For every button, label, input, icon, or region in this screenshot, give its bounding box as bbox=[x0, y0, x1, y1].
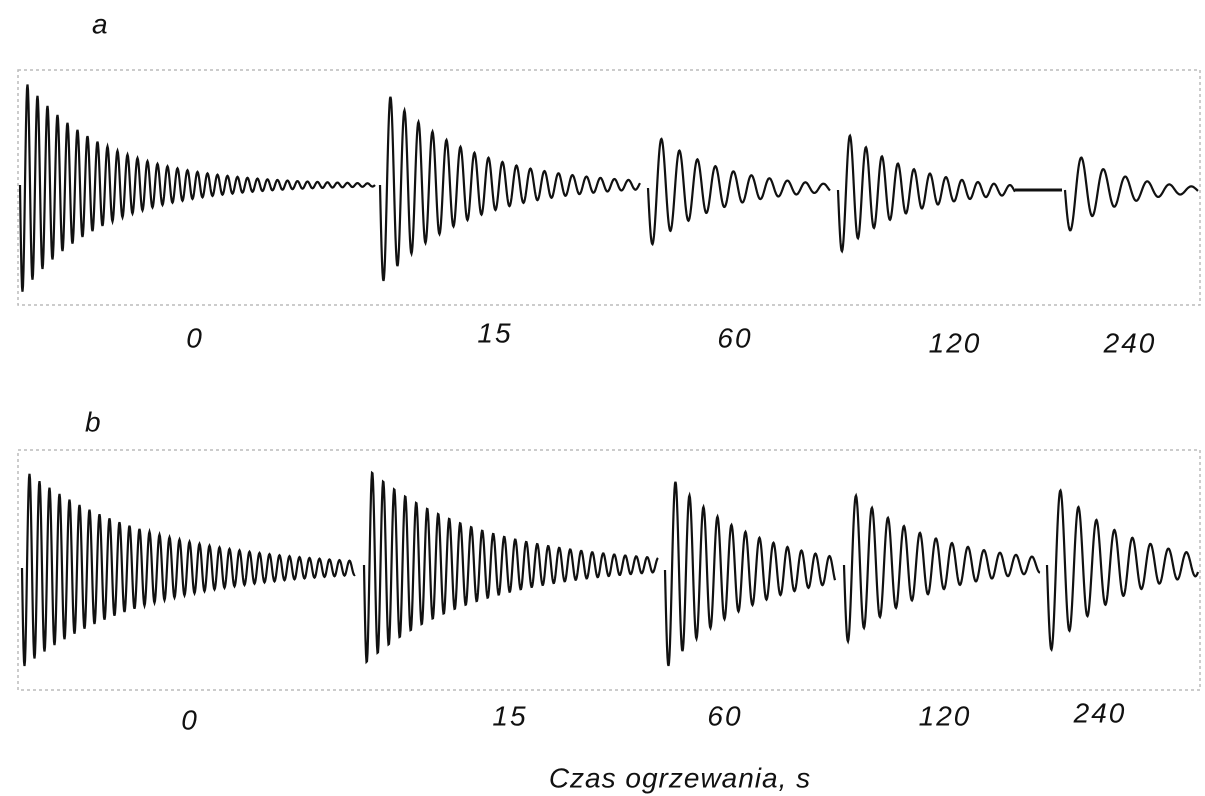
time-label: 60 bbox=[707, 700, 742, 731]
time-label: 120 bbox=[919, 700, 972, 731]
oscillation bbox=[1045, 488, 1200, 653]
time-label: 60 bbox=[717, 322, 752, 353]
time-label: 0 bbox=[186, 322, 204, 353]
oscillation bbox=[362, 470, 659, 665]
time-label: 240 bbox=[1103, 327, 1157, 358]
oscillation bbox=[378, 96, 641, 282]
oscillation bbox=[663, 481, 837, 667]
panel-label: b bbox=[85, 406, 101, 437]
panel-frame bbox=[17, 69, 1201, 306]
oscillation bbox=[646, 137, 831, 247]
panel-frame bbox=[17, 449, 1201, 691]
oscillation bbox=[836, 133, 1016, 254]
oscillation bbox=[842, 492, 1041, 645]
axis-label: Czas ogrzewania, s bbox=[549, 762, 811, 793]
oscillation bbox=[20, 473, 356, 667]
time-label: 0 bbox=[181, 704, 199, 735]
panel-label: a bbox=[92, 8, 108, 39]
oscillograms bbox=[18, 84, 1200, 667]
time-label: 240 bbox=[1073, 697, 1127, 728]
time-label: 15 bbox=[477, 317, 512, 348]
time-label: 120 bbox=[929, 327, 982, 358]
oscillation bbox=[18, 84, 376, 292]
oscillation bbox=[1063, 156, 1199, 232]
time-label: 15 bbox=[492, 700, 527, 731]
